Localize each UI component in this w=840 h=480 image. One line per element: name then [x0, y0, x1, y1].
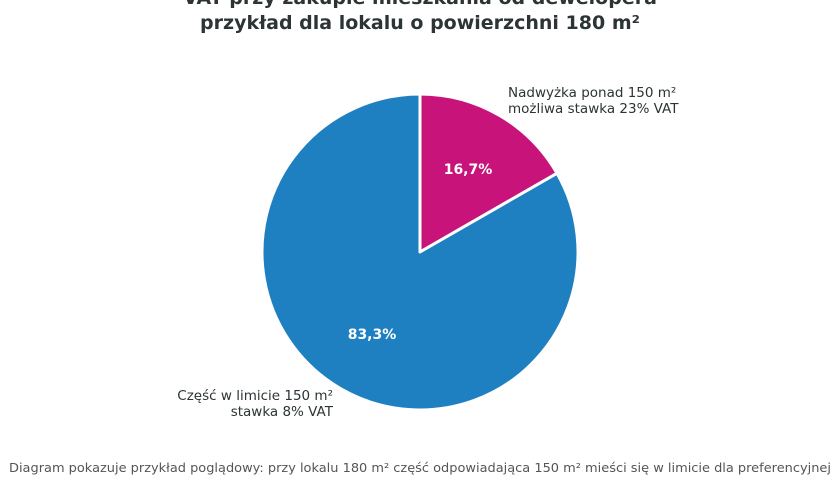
- slice-label-surplus-line-2: możliwa stawka 23% VAT: [508, 101, 679, 117]
- chart-title: VAT przy zakupie mieszkania od deweloper…: [183, 0, 657, 34]
- slice-pct-label-limit: 83,3%: [348, 327, 397, 343]
- pie-slice-limit: [260, 92, 580, 412]
- slice-outer-labels: Nadwyżka ponad 150 m² możliwa stawka 23%…: [177, 85, 679, 420]
- slice-pct-label-surplus: 16,7%: [444, 162, 493, 178]
- slice-label-limit-line-2: stawka 8% VAT: [231, 404, 334, 420]
- pie-slice-surplus: [418, 92, 559, 254]
- slice-label-surplus-line-1: Nadwyżka ponad 150 m²: [508, 85, 676, 101]
- footnote-line-1: Diagram pokazuje przykład poglądowy: prz…: [9, 460, 831, 475]
- slice-label-limit-line-1: Część w limicie 150 m²: [177, 388, 333, 404]
- chart-title-line-2: przykład dla lokalu o powierzchni 180 m²: [200, 12, 640, 34]
- slice-percent-labels: 16,7% 83,3%: [348, 162, 493, 343]
- chart-footnote: Diagram pokazuje przykład poglądowy: prz…: [9, 460, 831, 475]
- pie-slices: [260, 92, 580, 412]
- chart-title-line-1: VAT przy zakupie mieszkania od deweloper…: [183, 0, 657, 9]
